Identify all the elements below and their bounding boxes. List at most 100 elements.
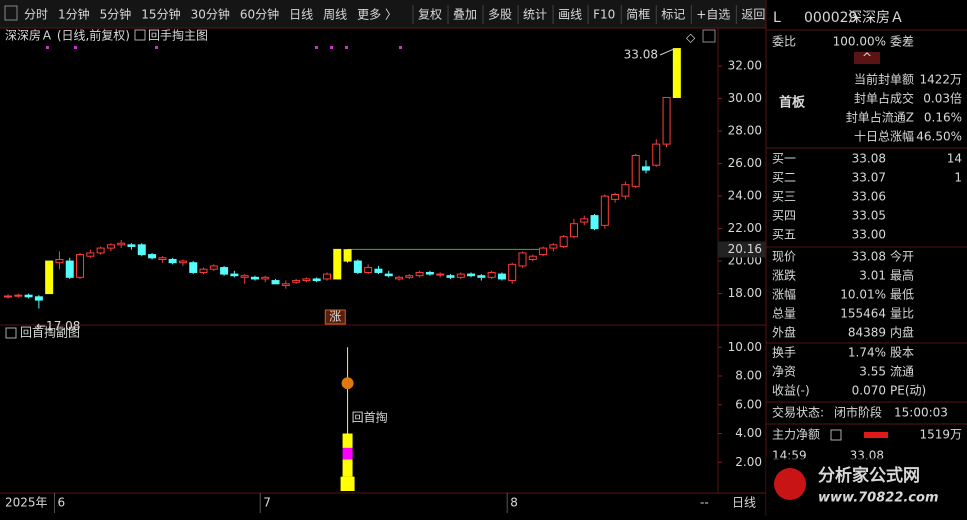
period-tab[interactable]: 周线	[323, 8, 347, 22]
signal-bar	[342, 447, 353, 460]
ratio-label: 委比	[772, 35, 796, 49]
period-tab[interactable]: 5分钟	[100, 7, 132, 22]
stock-code: 000029	[804, 10, 857, 26]
book-price: 33.06	[852, 190, 886, 204]
tool-button[interactable]: 统计	[523, 8, 547, 22]
collapse-icon[interactable]: ◇	[686, 31, 696, 45]
tool-button[interactable]: 复权	[418, 8, 442, 22]
candle-body	[672, 48, 681, 98]
candle-body	[497, 273, 506, 280]
flow-label: 主力净额	[772, 428, 820, 442]
candle-body	[76, 254, 85, 278]
tool-button[interactable]: +自选	[696, 8, 730, 22]
status-time: 15:00:03	[894, 406, 948, 420]
candle-body	[148, 254, 157, 259]
period-tab[interactable]: 15分钟	[141, 7, 180, 22]
signal-tag: 涨	[329, 309, 341, 324]
candle-body	[467, 273, 476, 277]
tool-button[interactable]: 叠加	[453, 8, 477, 22]
book-price: 33.07	[852, 171, 886, 185]
candle-body	[271, 280, 280, 285]
month-label: 7	[263, 496, 271, 510]
candle-body	[158, 257, 167, 260]
period-tab[interactable]: 更多 〉	[357, 8, 397, 22]
candle-body	[384, 273, 393, 277]
expand-button[interactable]	[854, 52, 880, 64]
candle-body	[436, 273, 445, 276]
candle-body	[343, 249, 352, 262]
watermark: 分析家公式网	[818, 465, 920, 486]
signal-bar	[342, 459, 353, 477]
candle-body	[240, 275, 249, 278]
tool-button[interactable]: 简框	[626, 8, 650, 22]
candle-body	[199, 268, 208, 273]
stat-right: 最高	[890, 268, 914, 283]
seal-label: 封单占流通Z	[846, 110, 914, 125]
min-label: ←17.08	[36, 319, 80, 333]
candle-body	[652, 143, 661, 166]
seal-label: 封单占成交	[854, 91, 914, 106]
markers	[46, 46, 402, 49]
sub-title: 回首掏副图	[20, 325, 80, 340]
period-tab[interactable]: 60分钟	[240, 7, 279, 22]
seal-label: 十日总涨幅	[854, 129, 914, 144]
book-label: 买五	[772, 228, 796, 242]
stat-value: 3.55	[859, 365, 886, 379]
signal-bar	[340, 476, 355, 491]
y-tick-label: 2.00	[735, 455, 762, 469]
period-tab[interactable]: 1分钟	[58, 7, 90, 22]
candle-body	[220, 267, 229, 275]
menu-icon[interactable]	[4, 5, 18, 21]
stat-right: 内盘	[890, 325, 914, 340]
candle-body	[631, 154, 640, 187]
signal-marker	[341, 377, 354, 390]
stat-right: 流通	[890, 365, 914, 379]
watermark-url: www.70822.com	[818, 491, 939, 506]
signal-bar	[342, 433, 353, 448]
stat-label: 总量	[772, 307, 796, 321]
flow-value: 1519万	[919, 428, 962, 442]
y-tick-label: 32.00	[728, 59, 762, 73]
candle-body	[508, 263, 517, 282]
candle-body	[425, 271, 434, 275]
candle-body	[178, 260, 187, 264]
tool-button[interactable]: 标记	[661, 8, 685, 22]
tool-button[interactable]: F10	[593, 8, 615, 22]
period-tab[interactable]: 分时	[24, 8, 48, 22]
flow-bar	[864, 432, 888, 438]
stat-value: 155464	[840, 307, 886, 321]
candle-body	[86, 252, 95, 257]
candle-body	[549, 244, 558, 249]
stat-value: 0.070	[852, 384, 886, 398]
candle-body	[24, 294, 33, 298]
candle-body	[168, 258, 177, 264]
stat-label: 外盘	[772, 325, 796, 340]
stat-right: PE(动)	[890, 384, 926, 398]
board-label: 首板	[779, 95, 806, 111]
tool-button[interactable]: 多股	[488, 8, 512, 22]
tool-button[interactable]: 画线	[558, 8, 582, 22]
candle-body	[405, 275, 414, 278]
close-icon[interactable]	[702, 29, 716, 43]
y-tick-label: 18.00	[728, 286, 762, 300]
book-price: 33.08	[852, 152, 886, 166]
diff-label: 委差	[890, 35, 914, 49]
candle-body	[14, 294, 23, 297]
candle-body	[456, 273, 465, 278]
stat-label: 换手	[772, 346, 796, 360]
period-tab[interactable]: 30分钟	[191, 7, 230, 22]
candle-body	[374, 268, 383, 273]
indicator-name: 回手掏主图	[148, 28, 208, 43]
tool-button[interactable]: 返回	[741, 8, 765, 22]
flow-icon	[830, 429, 842, 441]
cursor-price-box	[718, 241, 766, 258]
month-label: 8	[510, 496, 518, 510]
seal-value: 1422万	[919, 73, 962, 87]
period-tab[interactable]: 日线	[289, 8, 313, 22]
candle-body	[641, 166, 650, 171]
y-tick-label: 26.00	[728, 156, 762, 170]
candle-body	[477, 275, 486, 278]
stat-label: 收益(-)	[772, 384, 810, 398]
book-label: 买一	[772, 152, 796, 166]
